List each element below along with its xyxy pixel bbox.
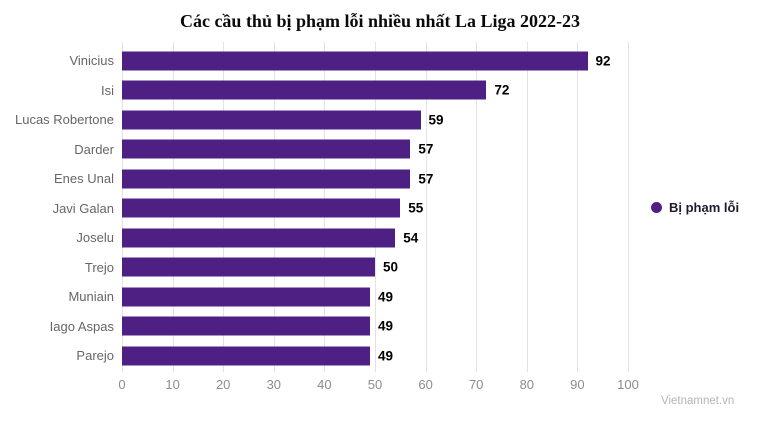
legend: Bị phạm lỗi	[651, 200, 739, 215]
bar-row: Enes Unal 57	[0, 164, 760, 194]
bar-track: 50	[122, 253, 628, 283]
bar	[122, 51, 588, 71]
bar	[122, 287, 370, 307]
bar-row: Joselu 54	[0, 223, 760, 253]
x-tick-label: 10	[165, 377, 180, 392]
bar-track: 55	[122, 194, 628, 224]
x-tick-label: 60	[418, 377, 433, 392]
bar-track: 92	[122, 46, 628, 76]
gridline	[476, 42, 478, 372]
bar-row: Trejo 50	[0, 253, 760, 283]
value-label: 92	[595, 53, 611, 69]
chart-title: Các cầu thủ bị phạm lỗi nhiều nhất La Li…	[179, 11, 581, 31]
bar-track: 49	[122, 341, 628, 371]
category-label: Lucas Robertone	[14, 112, 114, 128]
bar-row: Javi Galan 55	[0, 194, 760, 224]
x-tick-label: 90	[570, 377, 585, 392]
watermark: Vietnamnet.vn	[661, 395, 735, 407]
bar	[122, 228, 396, 248]
value-label: 49	[377, 289, 393, 305]
bar-track: 54	[122, 223, 628, 253]
value-label: 50	[383, 259, 399, 275]
gridline	[577, 42, 579, 372]
value-label: 57	[418, 141, 434, 157]
legend-label: Bị phạm lỗi	[669, 200, 740, 215]
bar	[122, 80, 487, 100]
x-tick-label: 40	[317, 377, 332, 392]
category-label: Enes Unal	[54, 171, 114, 187]
x-tick-label: 50	[367, 377, 383, 392]
bar-row: Iago Aspas 49	[0, 312, 760, 342]
value-label: 72	[494, 82, 510, 98]
category-label: Parejo	[76, 348, 114, 364]
bar-track: 59	[122, 105, 628, 135]
bar	[122, 316, 370, 336]
bar-row: Darder 57	[0, 135, 760, 165]
bar-row: Lucas Robertone 59	[0, 105, 760, 135]
x-tick-label: 70	[468, 377, 484, 392]
x-tick-label: 0	[118, 377, 126, 392]
bar-track: 57	[122, 135, 628, 165]
value-label: 49	[377, 318, 393, 334]
bar	[122, 346, 370, 366]
category-label: Joselu	[76, 230, 114, 246]
bar	[122, 110, 421, 130]
category-label: Muniain	[68, 289, 114, 305]
bar	[122, 139, 411, 159]
value-label: 54	[403, 230, 419, 246]
x-tick-label: 80	[519, 377, 535, 392]
value-label: 59	[428, 112, 444, 128]
x-tick-label: 20	[215, 377, 231, 392]
bar-row: Parejo 49	[0, 341, 760, 371]
x-tick-label: 100	[617, 377, 639, 392]
gridline	[628, 42, 629, 372]
value-label: 57	[418, 171, 434, 187]
bar	[122, 257, 375, 277]
bar	[122, 169, 411, 189]
bar-track: 72	[122, 76, 628, 106]
legend-marker-icon	[651, 202, 662, 213]
category-label: Darder	[74, 141, 114, 157]
bar-track: 57	[122, 164, 628, 194]
bar-row: Muniain 49	[0, 282, 760, 312]
bar-row: Vinicius 92	[0, 46, 760, 76]
category-label: Isi	[101, 82, 114, 98]
category-label: Vinicius	[69, 53, 114, 69]
category-label: Trejo	[84, 259, 114, 275]
value-label: 55	[408, 200, 424, 216]
bar-row: Isi 72	[0, 76, 760, 106]
category-label: Iago Aspas	[49, 318, 114, 334]
gridline	[526, 42, 528, 372]
value-label: 49	[377, 348, 393, 364]
bar-track: 49	[122, 312, 628, 342]
x-axis: 0 10 20 30 40 50 60 70 80 90 100	[118, 377, 638, 393]
x-tick-label: 30	[266, 377, 282, 392]
bar	[122, 198, 401, 218]
bar-track: 49	[122, 282, 628, 312]
category-label: Javi Galan	[52, 200, 114, 216]
bar-rows: Vinicius 92 Isi 72 Lucas Robertone 59 Da…	[0, 46, 760, 371]
gridline	[425, 42, 427, 372]
